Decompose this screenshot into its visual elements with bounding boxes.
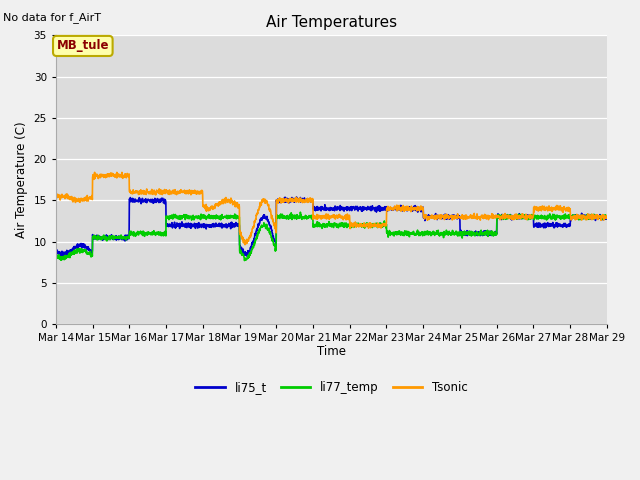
Text: No data for f_AirT: No data for f_AirT [3,12,101,23]
Tsonic [360,222,367,228]
li75_t [52,247,60,252]
li77_temp [241,258,248,264]
Tsonic [52,193,60,199]
Text: MB_tule: MB_tule [56,39,109,52]
li77_temp [296,209,304,215]
li75_t [292,194,300,200]
li77_temp [52,254,60,260]
Line: Tsonic: Tsonic [56,172,607,245]
Line: li77_temp: li77_temp [56,212,607,261]
li75_t [206,222,214,228]
Line: li75_t: li75_t [56,197,607,257]
Title: Air Temperatures: Air Temperatures [266,15,397,30]
li75_t [603,216,611,222]
Tsonic [348,223,355,229]
Y-axis label: Air Temperature (C): Air Temperature (C) [15,121,28,238]
li75_t [57,254,65,260]
Tsonic [570,216,578,221]
Legend: li75_t, li77_temp, Tsonic: li75_t, li77_temp, Tsonic [191,377,472,399]
li77_temp [205,215,213,220]
li77_temp [603,214,611,220]
li75_t [570,213,578,219]
li75_t [348,208,355,214]
li77_temp [360,224,367,230]
li77_temp [348,222,355,228]
li75_t [555,221,563,227]
Tsonic [241,242,249,248]
Tsonic [603,213,611,218]
Tsonic [91,169,99,175]
li75_t [360,204,367,210]
li75_t [492,231,500,237]
li77_temp [570,215,578,221]
Tsonic [206,205,214,211]
li77_temp [555,214,563,220]
Tsonic [555,203,563,209]
li77_temp [492,232,500,238]
Tsonic [492,212,500,218]
X-axis label: Time: Time [317,345,346,358]
